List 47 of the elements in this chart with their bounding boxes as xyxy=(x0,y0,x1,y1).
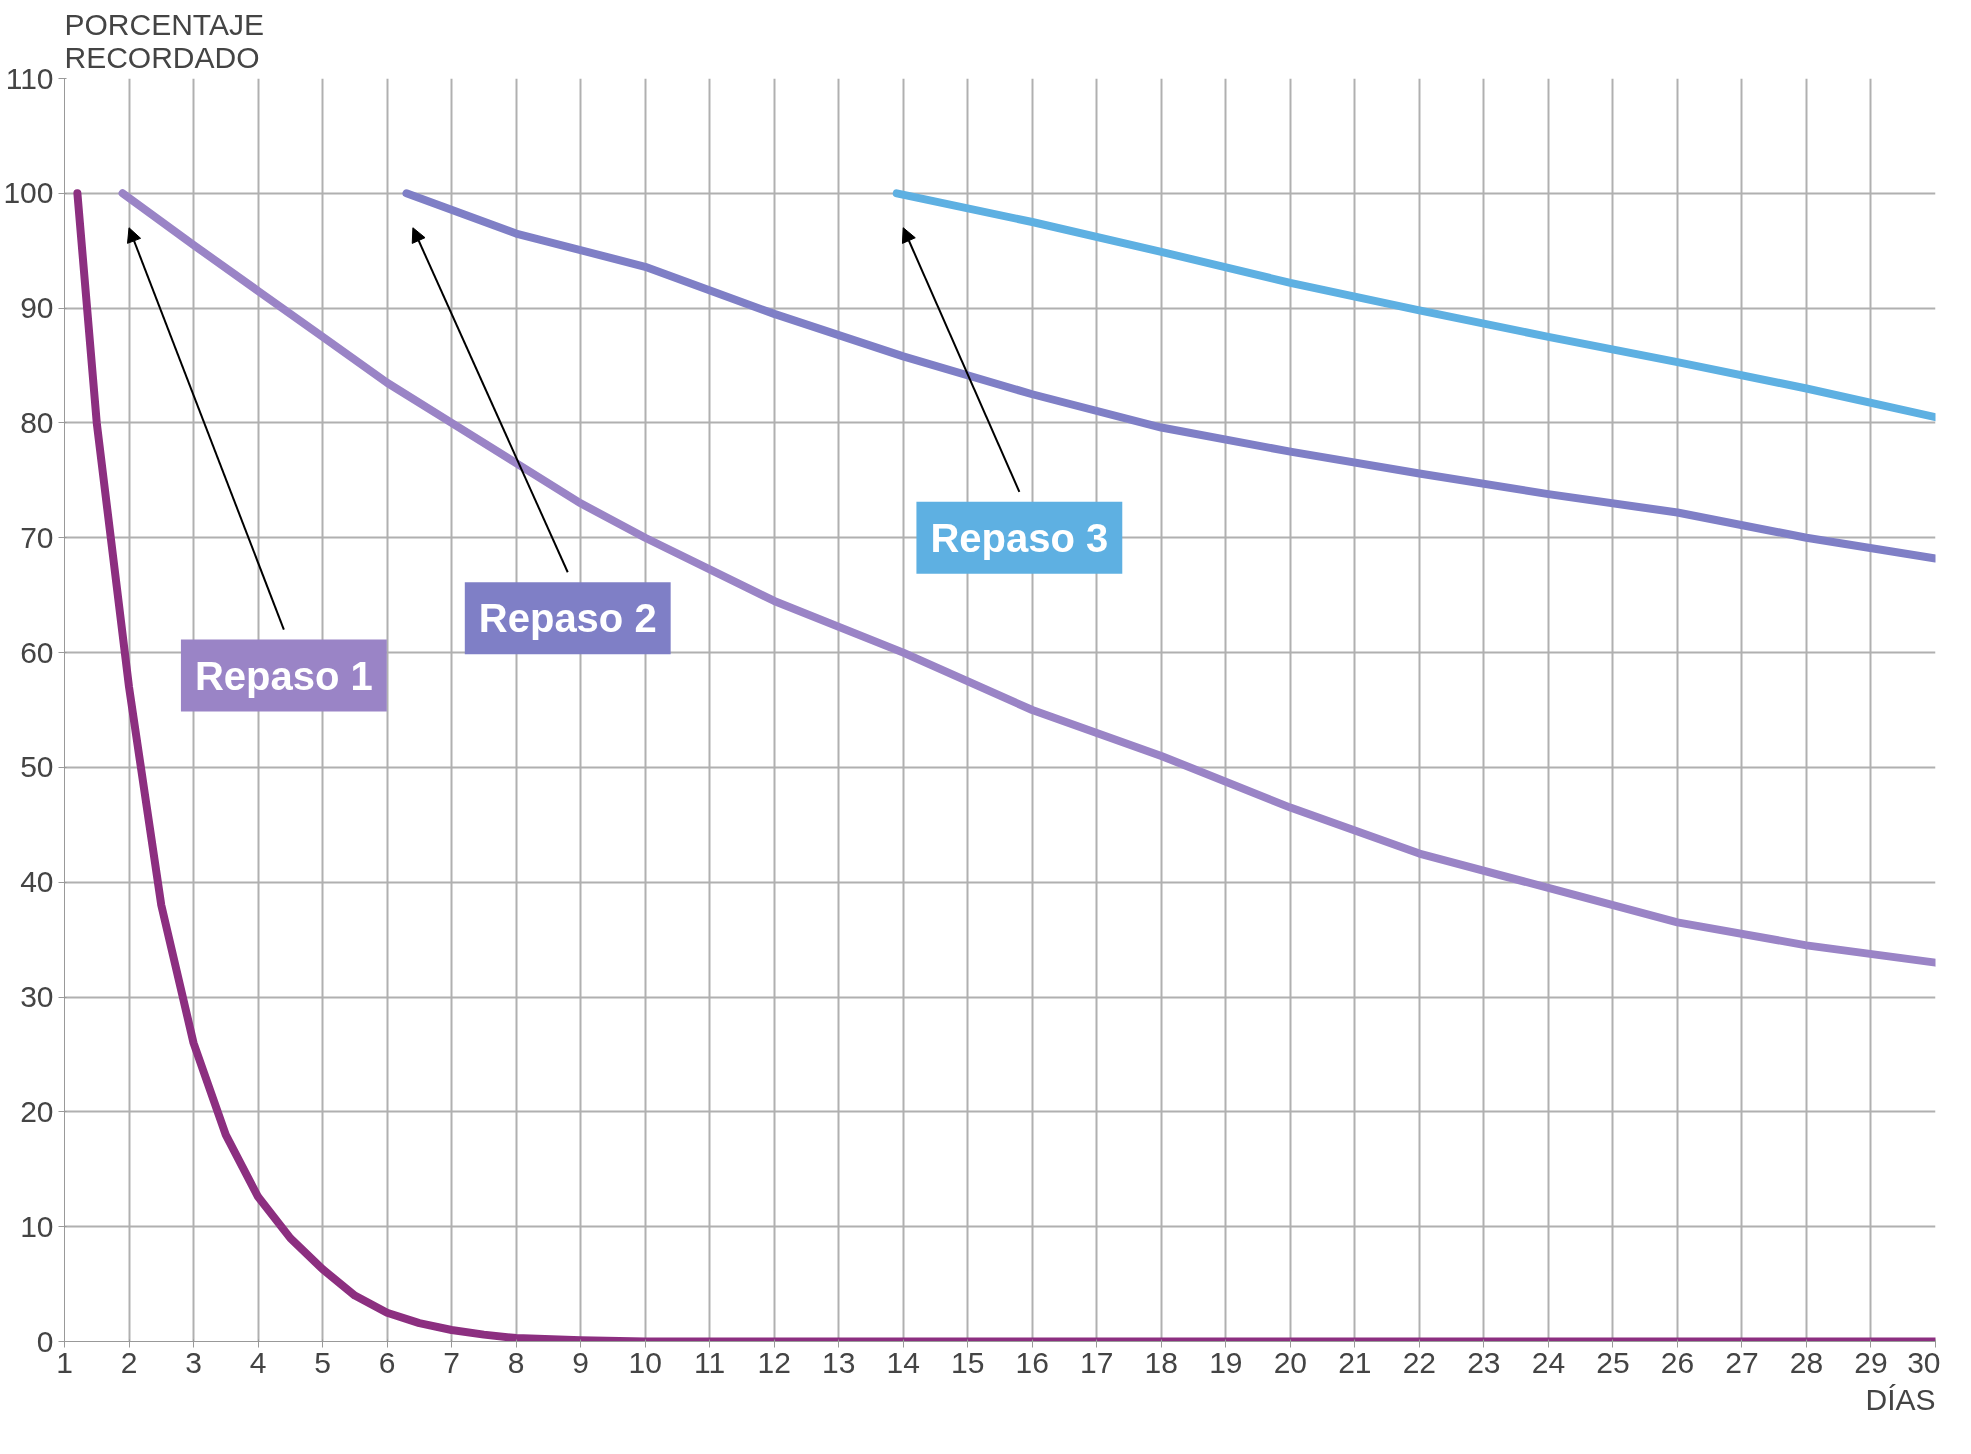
x-tick-label: 25 xyxy=(1596,1345,1630,1379)
y-tick-label: 110 xyxy=(5,61,54,95)
x-tick-label: 22 xyxy=(1402,1345,1437,1379)
y-tick-label: 90 xyxy=(20,291,54,325)
x-tick-label: 3 xyxy=(185,1345,202,1379)
x-tick-label: 28 xyxy=(1789,1345,1824,1379)
y-tick-label: 10 xyxy=(20,1209,54,1243)
x-tick-label: 4 xyxy=(249,1345,267,1379)
x-tick-label: 19 xyxy=(1209,1345,1243,1379)
x-tick-label: 24 xyxy=(1531,1345,1566,1379)
x-tick-label: 2 xyxy=(120,1345,138,1379)
x-tick-label: 30 xyxy=(1907,1345,1941,1379)
y-tick-label: 40 xyxy=(20,865,54,899)
x-tick-label: 16 xyxy=(1015,1345,1049,1379)
x-tick-label: 29 xyxy=(1854,1345,1888,1379)
x-tick-label: 23 xyxy=(1467,1345,1501,1379)
annotation: Repaso 1 xyxy=(194,653,373,698)
x-tick-label: 10 xyxy=(628,1345,662,1379)
x-tick-label: 12 xyxy=(757,1345,791,1379)
x-tick-label: 8 xyxy=(507,1345,525,1379)
y-tick-label: 70 xyxy=(20,520,54,554)
x-tick-label: 17 xyxy=(1080,1345,1114,1379)
y-tick-label: 100 xyxy=(3,176,54,210)
y-tick-label: 50 xyxy=(20,750,54,784)
x-tick-label: 18 xyxy=(1144,1345,1178,1379)
x-axis-title: DÍAS xyxy=(1865,1382,1936,1416)
x-tick-label: 21 xyxy=(1338,1345,1372,1379)
x-tick-label: 6 xyxy=(378,1345,396,1379)
x-tick-label: 5 xyxy=(314,1345,331,1379)
x-tick-label: 7 xyxy=(443,1345,460,1379)
x-tick-label: 26 xyxy=(1660,1345,1695,1379)
y-tick-label: 80 xyxy=(20,405,54,439)
x-tick-label: 11 xyxy=(694,1345,726,1379)
x-tick-label: 1 xyxy=(56,1345,73,1379)
x-tick-label: 20 xyxy=(1273,1345,1308,1379)
x-tick-label: 13 xyxy=(822,1345,856,1379)
annotation: Repaso 3 xyxy=(930,515,1109,560)
y-tick-label: 20 xyxy=(20,1094,54,1128)
y-tick-label: 0 xyxy=(36,1324,54,1358)
y-axis-title: PORCENTAJE RECORDADO xyxy=(64,7,264,74)
annotation: Repaso 2 xyxy=(478,596,657,641)
x-tick-label: 15 xyxy=(951,1345,985,1379)
x-tick-label: 9 xyxy=(572,1345,589,1379)
x-tick-label: 14 xyxy=(886,1345,920,1379)
y-tick-label: 30 xyxy=(20,980,54,1014)
x-tick-label: 27 xyxy=(1725,1345,1759,1379)
y-tick-label: 60 xyxy=(20,635,54,669)
